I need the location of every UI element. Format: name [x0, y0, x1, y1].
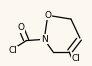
Text: O: O — [17, 23, 24, 32]
Text: N: N — [41, 35, 48, 44]
Text: O: O — [44, 11, 51, 20]
Text: Cl: Cl — [72, 54, 81, 63]
Text: Cl: Cl — [9, 46, 17, 55]
